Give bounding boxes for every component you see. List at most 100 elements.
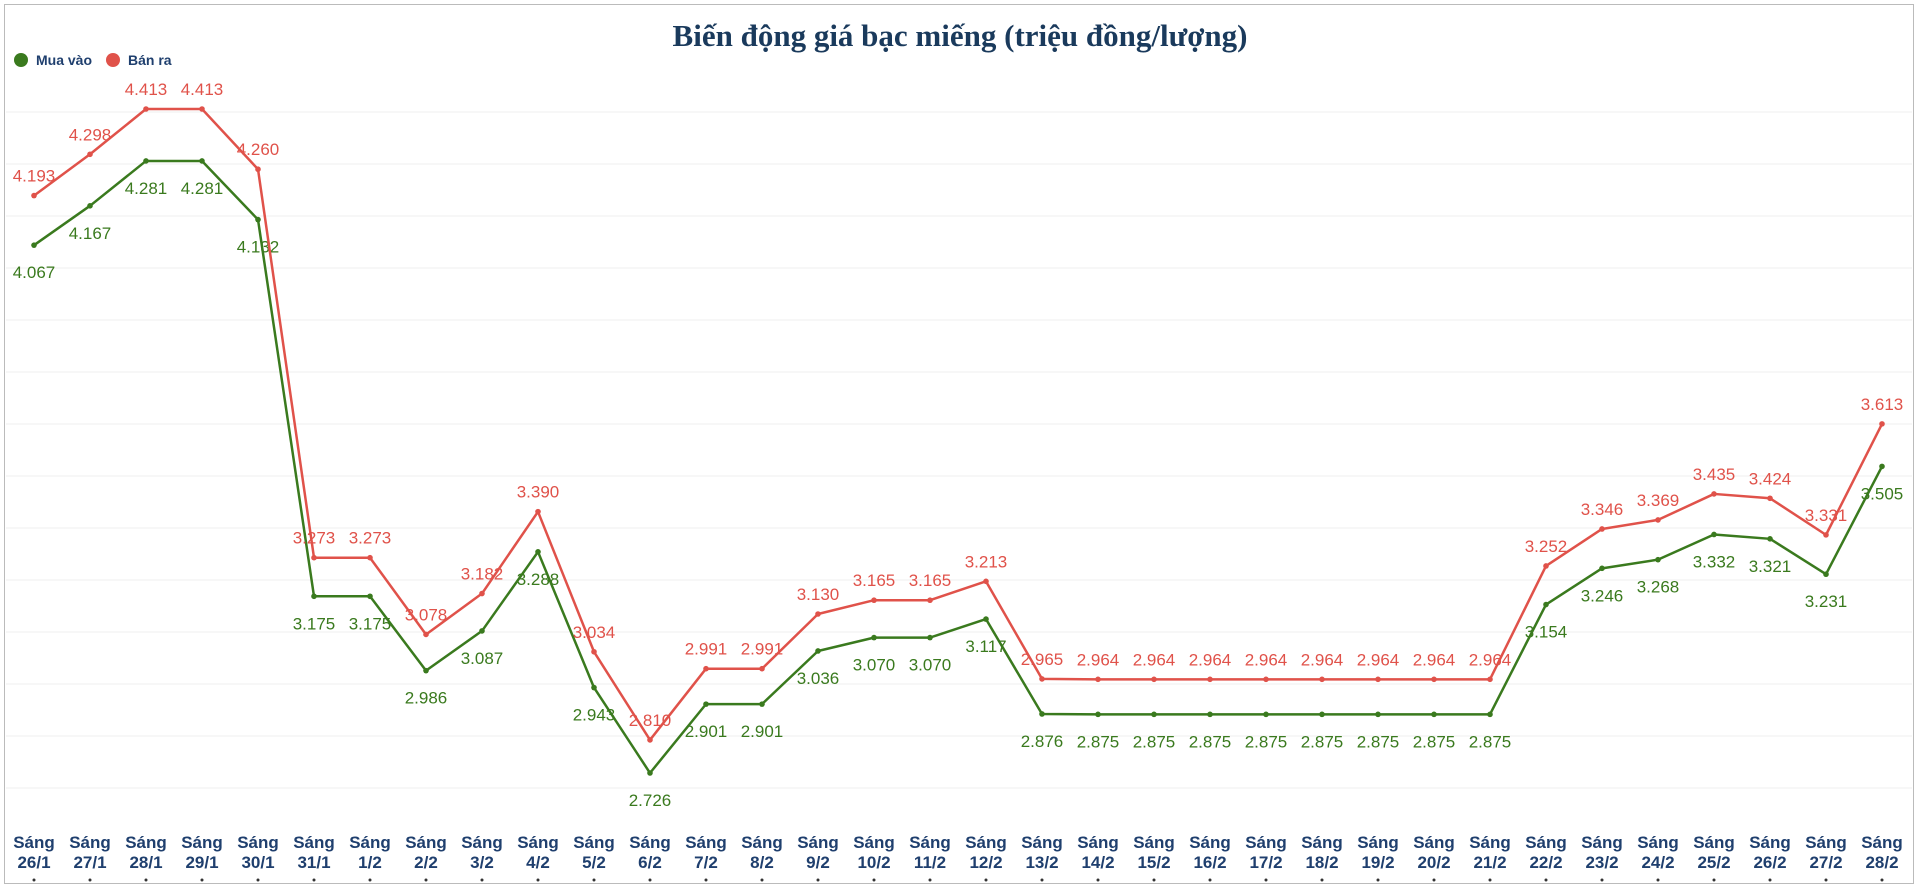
data-point (143, 158, 149, 164)
data-label: 3.231 (1805, 592, 1848, 611)
data-label: 3.288 (517, 570, 560, 589)
data-label: 3.332 (1693, 552, 1736, 571)
data-label: 3.435 (1693, 465, 1736, 484)
data-label: 2.876 (1021, 732, 1064, 751)
legend-item-sell: Bán ra (106, 52, 172, 68)
data-point (1431, 676, 1437, 683)
data-label: 3.154 (1525, 623, 1568, 642)
x-tick-label: Sáng 15/2 (1133, 833, 1175, 872)
data-point (647, 737, 653, 743)
x-tick-label: Sáng 5/2 (573, 833, 615, 872)
x-tick-mark (200, 878, 204, 882)
data-point (535, 508, 541, 515)
x-tick-mark (1488, 878, 1492, 882)
data-point (1543, 563, 1549, 569)
data-label: 2.991 (685, 640, 728, 659)
data-point (423, 667, 429, 674)
data-label: 2.726 (629, 791, 672, 810)
data-point (87, 203, 93, 209)
x-tick-label: Sáng 17/2 (1245, 833, 1287, 872)
x-tick-label: Sáng 1/2 (349, 833, 391, 872)
x-tick-mark (1152, 878, 1156, 882)
x-tick-label: Sáng 26/1 (13, 833, 55, 872)
x-tick-mark (536, 878, 540, 882)
data-label: 2.964 (1245, 650, 1288, 669)
data-label: 3.252 (1525, 537, 1568, 556)
data-point (255, 166, 261, 173)
data-label: 3.165 (853, 571, 896, 590)
series-line-sell (33, 107, 1884, 742)
data-label: 3.321 (1749, 557, 1792, 576)
x-tick-label: Sáng 22/2 (1525, 833, 1567, 872)
data-label: 3.036 (797, 669, 840, 688)
data-label: 3.613 (1861, 395, 1904, 414)
data-point (1039, 676, 1045, 682)
x-tick-mark (144, 878, 148, 882)
data-label: 3.165 (909, 571, 952, 590)
data-label: 2.875 (1133, 732, 1176, 751)
data-point (479, 590, 485, 597)
data-point (1263, 676, 1269, 683)
data-label: 3.078 (405, 605, 448, 624)
x-tick-mark (32, 878, 36, 882)
data-point (1767, 495, 1773, 502)
x-tick-mark (984, 878, 988, 882)
data-label: 2.875 (1245, 732, 1288, 751)
data-label: 2.964 (1133, 650, 1176, 669)
data-point (311, 593, 317, 600)
data-point (815, 611, 821, 617)
data-point (1487, 676, 1493, 683)
x-tick-mark (872, 878, 876, 882)
x-tick-mark (1376, 878, 1380, 882)
data-point (1039, 711, 1045, 717)
x-tick-mark (1544, 878, 1548, 882)
data-label: 2.964 (1189, 650, 1232, 669)
data-label: 3.213 (965, 552, 1008, 571)
data-label: 4.413 (125, 80, 168, 99)
data-label: 3.087 (461, 649, 504, 668)
data-label: 3.175 (293, 614, 336, 633)
data-label: 3.070 (909, 656, 952, 675)
x-tick-mark (88, 878, 92, 882)
data-point (983, 616, 989, 622)
x-tick-label: Sáng 14/2 (1077, 833, 1119, 872)
x-tick-label: Sáng 13/2 (1021, 833, 1063, 872)
x-tick-label: Sáng 23/2 (1581, 833, 1623, 872)
data-point (199, 106, 205, 112)
x-tick-mark (1768, 878, 1772, 882)
data-label: 2.964 (1301, 650, 1344, 669)
data-label: 3.346 (1581, 500, 1624, 519)
x-tick-label: Sáng 26/2 (1749, 833, 1791, 872)
data-label: 4.132 (237, 238, 280, 257)
x-tick-label: Sáng 12/2 (965, 833, 1007, 872)
data-point (1095, 676, 1101, 683)
x-tick-mark (368, 878, 372, 882)
data-point (1879, 421, 1885, 427)
data-label: 3.175 (349, 614, 392, 633)
data-point (367, 554, 373, 561)
data-label: 3.424 (1749, 469, 1792, 488)
data-point (927, 597, 933, 604)
legend-item-buy: Mua vào (14, 52, 92, 68)
data-label: 3.182 (461, 565, 504, 584)
data-point (1319, 711, 1325, 718)
data-point (199, 158, 205, 164)
data-label: 2.875 (1301, 732, 1344, 751)
x-tick-mark (312, 878, 316, 882)
data-point (1823, 532, 1829, 538)
data-point (31, 242, 37, 248)
data-label: 2.875 (1413, 732, 1456, 751)
data-point (1487, 711, 1493, 718)
data-point (1207, 711, 1213, 718)
x-tick-label: Sáng 28/1 (125, 833, 167, 872)
data-label: 2.965 (1021, 650, 1064, 669)
data-point (815, 648, 821, 654)
chart-title: Biến động giá bạc miếng (triệu đồng/lượn… (672, 18, 1248, 53)
data-point (479, 628, 485, 634)
x-tick-label: Sáng 31/1 (293, 833, 335, 872)
x-tick-mark (1208, 878, 1212, 882)
legend: Mua vào Bán ra (14, 52, 172, 68)
data-point (927, 634, 933, 641)
data-label: 2.991 (741, 640, 784, 659)
